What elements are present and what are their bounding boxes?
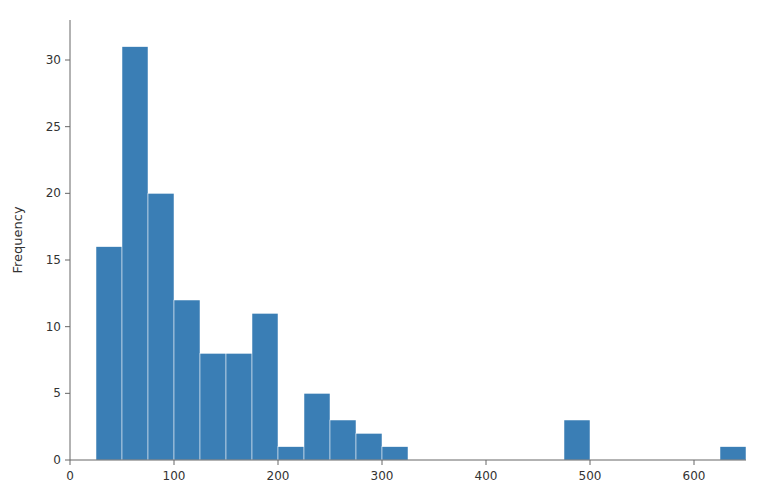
x-tick [278,460,279,465]
histogram-bar [330,420,356,460]
y-axis-line [70,20,71,460]
y-tick [65,60,70,61]
y-tick [65,193,70,194]
x-tick-label: 100 [163,469,186,483]
x-tick [70,460,71,465]
y-tick-label: 20 [46,186,61,200]
histogram-bar [304,393,330,460]
histogram-bar [278,447,304,460]
x-tick-label: 200 [267,469,290,483]
y-tick-label: 0 [53,453,61,467]
x-tick [694,460,695,465]
y-axis-label: Frequency [10,206,25,273]
histogram-bar [174,300,200,460]
x-tick [590,460,591,465]
y-tick-label: 10 [46,320,61,334]
x-tick-label: 300 [371,469,394,483]
histogram-bar [148,193,174,460]
y-tick [65,326,70,327]
x-tick [174,460,175,465]
histogram-bar [200,353,226,460]
histogram-bar [122,47,148,460]
y-tick-label: 5 [53,386,61,400]
bars [96,47,746,460]
histogram-bar [252,313,278,460]
y-tick [65,126,70,127]
y-tick [65,393,70,394]
chart-svg: 0 100 200 300 400 500 600 0 5 10 15 20 25 30 Frequency [0,0,770,504]
histogram-bar [720,447,746,460]
y-tick-label: 15 [46,253,61,267]
chart-container: 0 100 200 300 400 500 600 0 5 10 15 20 25 30 Frequency [0,0,770,504]
histogram-bar [96,247,122,460]
x-tick-label: 0 [66,469,74,483]
x-tick-label: 400 [475,469,498,483]
histogram-bar [564,420,590,460]
y-tick [65,460,70,461]
histogram-bar [226,353,252,460]
x-tick [486,460,487,465]
y-tick [65,260,70,261]
x-tick-label: 600 [683,469,706,483]
histogram-bar [356,433,382,460]
histogram-bar [382,447,408,460]
y-tick-label: 25 [46,120,61,134]
x-axis-line [70,460,746,461]
x-tick [382,460,383,465]
y-tick-label: 30 [46,53,61,67]
x-tick-label: 500 [579,469,602,483]
